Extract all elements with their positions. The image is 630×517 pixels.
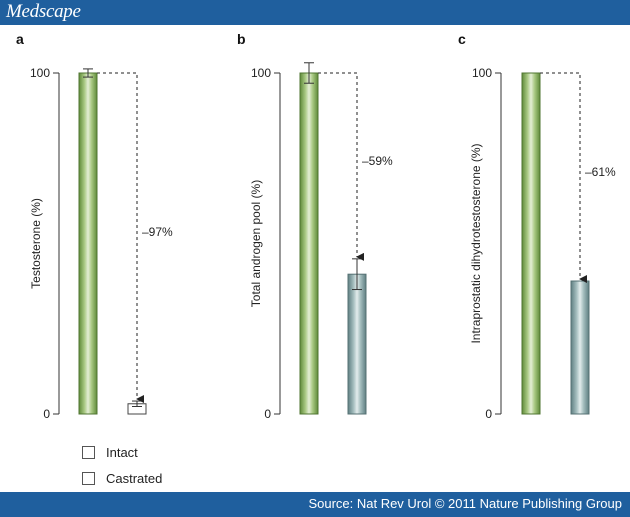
y-tick-label-b: 100 [251, 66, 271, 80]
change-annotation-a: –97% [142, 225, 173, 239]
y-axis-title-a: Testosterone (%) [29, 198, 43, 289]
y-axis-title-c: Intraprostatic dihydrotestosterone (%) [469, 143, 483, 343]
bar-a-intact [78, 72, 98, 415]
footer-bar: Source: Nat Rev Urol © 2011 Nature Publi… [0, 492, 630, 517]
legend-item-castrated: Castrated [82, 471, 162, 486]
bar-b-castrated [347, 273, 367, 415]
header-bar: Medscape [0, 0, 630, 25]
y-tick-label-a: 0 [43, 407, 50, 421]
change-arrow-b [318, 72, 364, 261]
bar-b-intact [299, 72, 319, 415]
panel-label-a: a [16, 31, 24, 47]
legend-swatch-castrated [82, 472, 95, 485]
legend-item-intact: Intact [82, 445, 138, 460]
change-annotation-c: –61% [585, 165, 616, 179]
change-arrow-a [97, 72, 144, 404]
bar-c-intact [521, 72, 541, 415]
panel-label-b: b [237, 31, 246, 47]
source-credit: Source: Nat Rev Urol © 2011 Nature Publi… [308, 496, 622, 511]
medscape-logo: Medscape [6, 1, 81, 22]
change-arrow-c [540, 72, 587, 284]
legend-swatch-intact [82, 446, 95, 459]
legend-label-intact: Intact [106, 445, 138, 460]
change-annotation-b: –59% [362, 154, 393, 168]
y-tick-label-a: 100 [30, 66, 50, 80]
y-tick-label-b: 0 [264, 407, 271, 421]
bar-c-castrated [570, 280, 590, 415]
chart-figure: a 0 100 Testosterone (%) –97% b 0 100 Total andr… [16, 31, 616, 421]
y-axis-title-b: Total androgen pool (%) [249, 180, 263, 307]
panel-label-c: c [458, 31, 466, 47]
y-tick-label-c: 100 [472, 66, 492, 80]
y-tick-label-c: 0 [485, 407, 492, 421]
legend-label-castrated: Castrated [106, 471, 163, 486]
